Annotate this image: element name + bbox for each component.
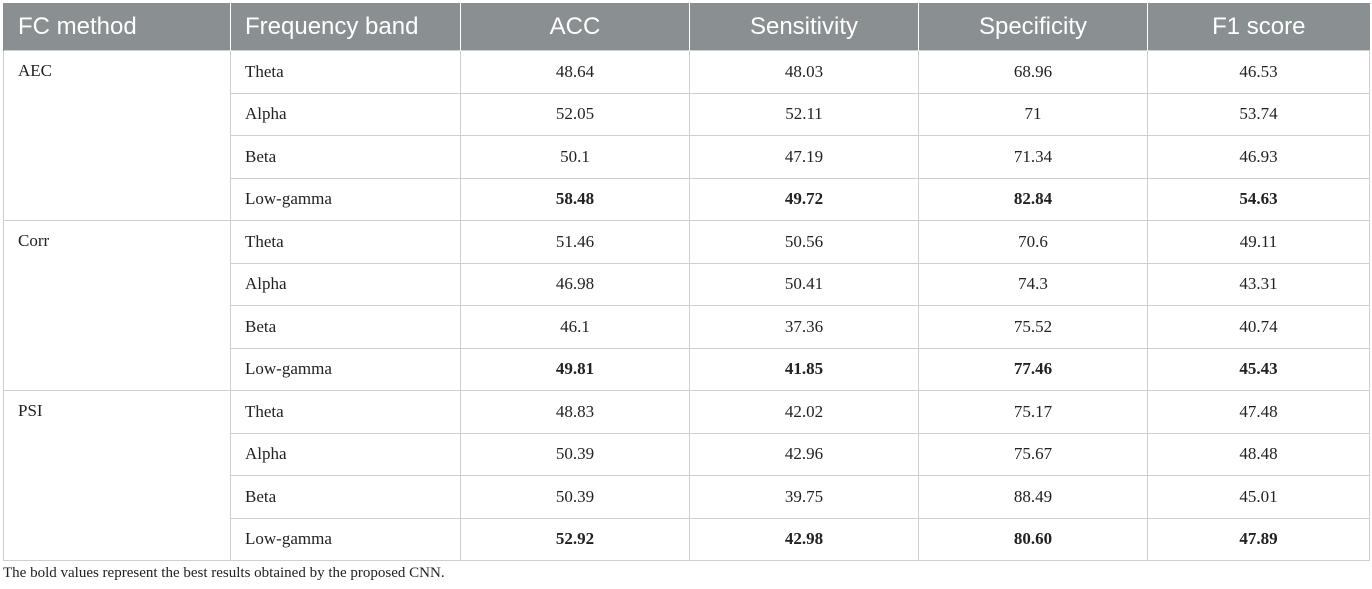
f1-score-cell: 46.93 xyxy=(1147,135,1370,179)
frequency-band-cell: Alpha xyxy=(230,92,461,136)
frequency-band-cell: Theta xyxy=(230,220,461,264)
sensitivity-cell: 42.02 xyxy=(689,390,919,434)
acc-cell: 46.1 xyxy=(460,305,690,349)
specificity-cell: 71 xyxy=(918,92,1148,136)
specificity-cell: 77.46 xyxy=(918,347,1148,391)
sensitivity-cell: 49.72 xyxy=(689,177,919,221)
table-row: Low-gamma 52.92 42.98 80.60 47.89 xyxy=(4,517,1370,561)
table-row: Corr Theta 51.46 50.56 70.6 49.11 xyxy=(3,220,1370,391)
acc-cell: 58.48 xyxy=(460,177,690,221)
acc-cell: 49.81 xyxy=(460,347,690,391)
f1-score-cell: 53.74 xyxy=(1147,92,1370,136)
table-row: AEC Theta 48.64 48.03 68.96 46.53 xyxy=(3,50,1370,221)
table-row: PSI Theta 48.83 42.02 75.17 47.48 xyxy=(3,390,1370,561)
header-specificity: Specificity xyxy=(918,3,1148,51)
results-table-container: FC method Frequency band ACC Sensitivity… xyxy=(3,3,1370,561)
sensitivity-cell: 42.96 xyxy=(689,432,919,476)
sensitivity-cell: 42.98 xyxy=(689,517,919,561)
acc-cell: 48.64 xyxy=(460,50,690,94)
frequency-band-cell: Low-gamma xyxy=(230,177,461,221)
acc-cell: 52.05 xyxy=(460,92,690,136)
specificity-cell: 75.67 xyxy=(918,432,1148,476)
table-body: AEC Theta 48.64 48.03 68.96 46.53 Alpha 52.05 52… xyxy=(3,50,1370,561)
header-f1-score: F1 score xyxy=(1147,3,1370,51)
f1-score-cell: 45.01 xyxy=(1147,475,1370,519)
specificity-cell: 82.84 xyxy=(918,177,1148,221)
frequency-band-cell: Theta xyxy=(230,50,461,94)
specificity-cell: 75.17 xyxy=(918,390,1148,434)
table-row: Beta 46.1 37.36 75.52 40.74 xyxy=(4,305,1370,349)
acc-cell: 50.39 xyxy=(460,432,690,476)
frequency-band-cell: Alpha xyxy=(230,432,461,476)
frequency-band-cell: Beta xyxy=(230,305,461,349)
frequency-band-cell: Beta xyxy=(230,135,461,179)
header-acc: ACC xyxy=(460,3,690,51)
table-row: Beta 50.1 47.19 71.34 46.93 xyxy=(4,135,1370,179)
f1-score-cell: 49.11 xyxy=(1147,220,1370,264)
f1-score-cell: 40.74 xyxy=(1147,305,1370,349)
specificity-cell: 75.52 xyxy=(918,305,1148,349)
specificity-cell: 80.60 xyxy=(918,517,1148,561)
acc-cell: 50.1 xyxy=(460,135,690,179)
fc-method-cell: PSI xyxy=(3,390,231,561)
f1-score-cell: 45.43 xyxy=(1147,347,1370,391)
specificity-cell: 74.3 xyxy=(918,262,1148,306)
f1-score-cell: 54.63 xyxy=(1147,177,1370,221)
sensitivity-cell: 52.11 xyxy=(689,92,919,136)
acc-cell: 52.92 xyxy=(460,517,690,561)
results-table: FC method Frequency band ACC Sensitivity… xyxy=(3,3,1370,561)
table-row: Beta 50.39 39.75 88.49 45.01 xyxy=(4,475,1370,519)
acc-cell: 48.83 xyxy=(460,390,690,434)
table-row: Low-gamma 58.48 49.72 82.84 54.63 xyxy=(4,177,1370,221)
sensitivity-cell: 37.36 xyxy=(689,305,919,349)
header-row: FC method Frequency band ACC Sensitivity… xyxy=(3,3,1370,51)
sensitivity-cell: 39.75 xyxy=(689,475,919,519)
frequency-band-cell: Theta xyxy=(230,390,461,434)
specificity-cell: 68.96 xyxy=(918,50,1148,94)
table-row: Low-gamma 49.81 41.85 77.46 45.43 xyxy=(4,347,1370,391)
table-row: Alpha 46.98 50.41 74.3 43.31 xyxy=(4,262,1370,306)
sensitivity-cell: 48.03 xyxy=(689,50,919,94)
fc-method-cell: AEC xyxy=(3,50,231,221)
acc-cell: 50.39 xyxy=(460,475,690,519)
sensitivity-cell: 47.19 xyxy=(689,135,919,179)
specificity-cell: 71.34 xyxy=(918,135,1148,179)
frequency-band-cell: Low-gamma xyxy=(230,347,461,391)
header-sensitivity: Sensitivity xyxy=(689,3,919,51)
header-frequency-band: Frequency band xyxy=(230,3,461,51)
acc-cell: 46.98 xyxy=(460,262,690,306)
table-row: Alpha 52.05 52.11 71 53.74 xyxy=(4,92,1370,136)
frequency-band-cell: Alpha xyxy=(230,262,461,306)
sensitivity-cell: 50.56 xyxy=(689,220,919,264)
fc-method-cell: Corr xyxy=(3,220,231,391)
f1-score-cell: 43.31 xyxy=(1147,262,1370,306)
frequency-band-cell: Beta xyxy=(230,475,461,519)
f1-score-cell: 47.89 xyxy=(1147,517,1370,561)
f1-score-cell: 47.48 xyxy=(1147,390,1370,434)
frequency-band-cell: Low-gamma xyxy=(230,517,461,561)
specificity-cell: 88.49 xyxy=(918,475,1148,519)
table-footnote: The bold values represent the best resul… xyxy=(3,565,445,581)
sensitivity-cell: 50.41 xyxy=(689,262,919,306)
f1-score-cell: 46.53 xyxy=(1147,50,1370,94)
acc-cell: 51.46 xyxy=(460,220,690,264)
f1-score-cell: 48.48 xyxy=(1147,432,1370,476)
header-fc-method: FC method xyxy=(3,3,231,51)
specificity-cell: 70.6 xyxy=(918,220,1148,264)
sensitivity-cell: 41.85 xyxy=(689,347,919,391)
